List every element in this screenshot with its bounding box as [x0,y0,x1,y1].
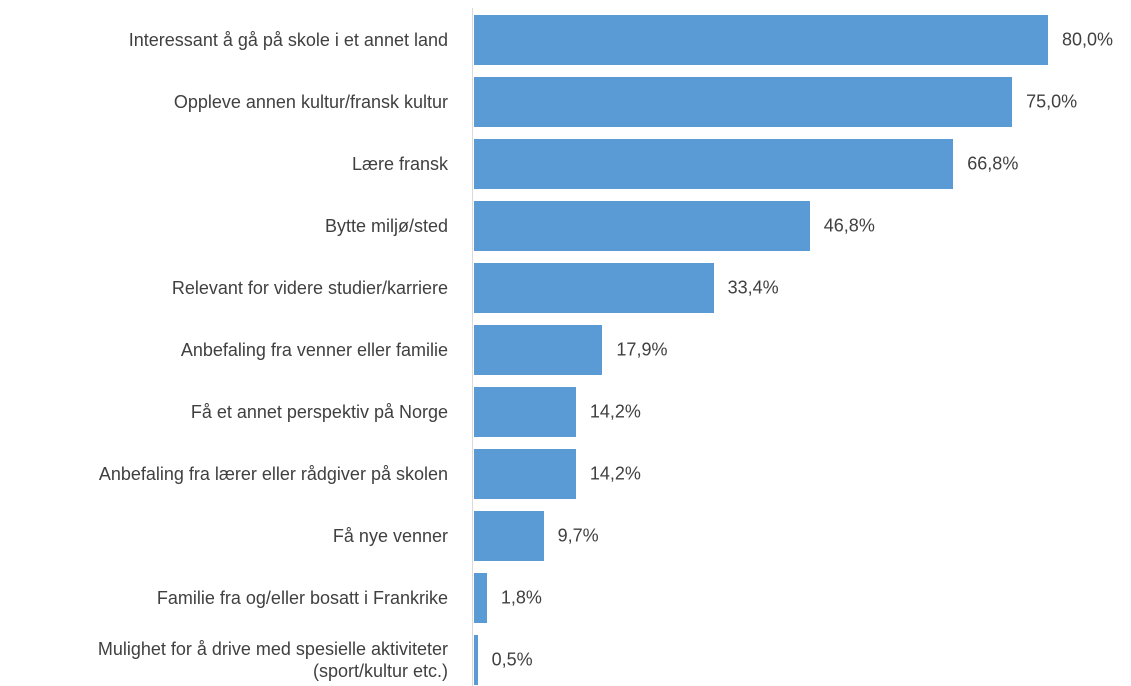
value-label: 14,2% [589,463,641,484]
value-label: 14,2% [589,401,641,422]
category-label: Lære fransk [351,154,448,174]
bar [474,573,487,623]
category-label: Anbefaling fra lærer eller rådgiver på s… [98,464,448,484]
category-label: Relevant for videre studier/karriere [171,278,448,298]
value-label: 80,0% [1062,29,1114,50]
bar [474,387,576,437]
value-label: 75,0% [1026,91,1078,112]
category-label: Interessant å gå på skole i et annet lan… [128,30,448,50]
value-label: 66,8% [967,153,1019,174]
value-label: 33,4% [727,277,779,298]
bar [474,325,603,375]
value-label: 17,9% [616,339,668,360]
bar [474,511,544,561]
category-label: Anbefaling fra venner eller familie [180,340,448,360]
bar [474,635,478,685]
category-label: Mulighet for å drive med spesielle aktiv… [97,639,448,681]
bar [474,263,714,313]
value-label: 46,8% [823,215,875,236]
category-label: Familie fra og/eller bosatt i Frankrike [156,588,448,608]
value-label: 9,7% [557,525,599,546]
category-label: Oppleve annen kultur/fransk kultur [173,92,448,112]
bar [474,449,576,499]
bar [474,15,1048,65]
value-label: 1,8% [500,587,542,608]
bar [474,201,810,251]
axis-line [472,8,473,686]
category-label: Bytte miljø/sted [324,216,448,236]
value-label: 0,5% [491,649,533,670]
bar [474,77,1013,127]
category-label: Få et annet perspektiv på Norge [190,402,448,422]
category-label: Få nye venner [332,526,448,546]
bar [474,139,954,189]
